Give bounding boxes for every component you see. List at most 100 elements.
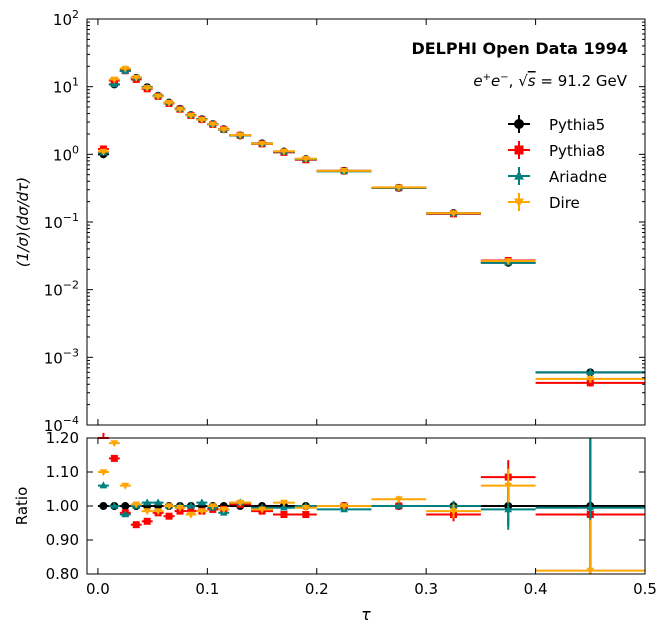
y-tick-label: 10−4	[44, 414, 79, 435]
main-plot-frame	[86, 18, 646, 426]
x-tick-label: 0.3	[414, 580, 438, 598]
y-tick-label: 10−3	[44, 346, 79, 367]
y-tick-label: 100	[53, 143, 79, 164]
point-ariadne-1	[108, 501, 120, 509]
point-dire-5	[152, 93, 164, 101]
x-tick-label: 0.0	[86, 580, 110, 598]
y-tick-label: 10−2	[44, 279, 79, 300]
legend-marker	[514, 170, 524, 180]
marker-triangle-down	[280, 499, 288, 507]
legend-label: Ariadne	[549, 168, 607, 186]
marker-triangle-down	[132, 74, 141, 82]
marker-triangle	[586, 503, 595, 511]
marker-triangle	[187, 501, 195, 509]
point-dire-3	[130, 501, 142, 509]
series-dire	[97, 440, 645, 575]
point-dire-7	[174, 504, 186, 512]
point-dire-10	[207, 121, 219, 129]
point-dire-18	[426, 210, 481, 218]
marker-triangle-down	[258, 506, 266, 514]
marker-square	[143, 517, 151, 525]
point-pythia8-1	[108, 454, 120, 462]
point-dire-14	[273, 148, 295, 156]
marker-square	[187, 507, 195, 515]
point-dire-16	[316, 503, 372, 511]
point-ariadne-20	[535, 368, 645, 376]
y-tick-exponent: −4	[63, 414, 79, 427]
point-pythia8-15	[294, 511, 317, 518]
marker-triangle-down	[165, 99, 173, 107]
marker-triangle-down	[504, 482, 513, 490]
point-dire-12	[229, 132, 252, 140]
point-dire-17	[371, 495, 427, 504]
annotation-minus: −	[500, 72, 508, 83]
ratio-y-axis-label: Ratio	[13, 487, 31, 526]
point-dire-13	[251, 140, 273, 148]
annotation-root: √	[518, 72, 528, 90]
point-ariadne-1	[108, 80, 120, 88]
marker-triangle-down	[110, 440, 119, 448]
marker-triangle	[198, 498, 206, 506]
marker-triangle	[504, 505, 513, 513]
point-dire-3	[130, 74, 142, 82]
ratio-y-tick-label: 0.90	[46, 531, 79, 549]
marker-triangle	[110, 80, 119, 88]
x-tick-label: 0.2	[305, 580, 329, 598]
annotation-e2: e	[491, 72, 500, 90]
main-y-axis-label: (1/σ)(dσ/dτ)	[14, 177, 32, 267]
marker-triangle-down	[121, 482, 130, 490]
marker-triangle-down	[394, 496, 403, 504]
series-dire	[97, 65, 645, 384]
legend-label: Dire	[549, 194, 580, 212]
annotation-title: DELPHI Open Data 1994	[411, 39, 628, 58]
legend: Pythia5 Pythia8 Ariadne Dire	[508, 115, 607, 212]
point-dire-20	[535, 375, 645, 384]
marker-triangle-down	[219, 126, 228, 134]
annotation-collision: e+e−, √s = 91.2 GeV	[473, 72, 627, 90]
x-tick-label: 0.1	[195, 580, 219, 598]
point-pythia8-3	[130, 521, 142, 529]
ratio-y-tick-label: 1.10	[46, 463, 79, 481]
y-tick-label: 10−1	[44, 211, 79, 232]
point-dire-5	[152, 508, 164, 516]
marker-triangle-down	[187, 511, 195, 519]
marker-triangle-down	[394, 184, 403, 192]
marker-triangle-down	[280, 148, 288, 156]
x-tick-label: 0.4	[524, 580, 548, 598]
point-dire-11	[218, 506, 230, 514]
point-dire-19	[480, 468, 536, 503]
marker-triangle	[121, 510, 130, 518]
point-dire-13	[251, 506, 273, 514]
marker-triangle	[280, 503, 288, 511]
legend-entry-ariadne: Ariadne	[508, 167, 607, 186]
marker-triangle-down	[258, 140, 266, 148]
marker-triangle-down	[198, 508, 206, 516]
x-axis-label: τ	[361, 605, 371, 624]
marker-triangle-down	[99, 469, 108, 477]
marker-triangle-down	[208, 121, 217, 129]
marker-triangle-down	[121, 65, 130, 73]
y-tick-base: 10	[44, 282, 63, 300]
legend-entry-pythia5: Pythia5	[508, 115, 605, 134]
ratio-data-marks	[97, 432, 645, 575]
marker-triangle-down	[208, 503, 217, 511]
marker-triangle	[586, 368, 595, 376]
y-tick-label: 101	[53, 76, 79, 97]
y-tick-exponent: 1	[72, 76, 79, 89]
y-tick-base: 10	[53, 146, 72, 164]
point-dire-8	[185, 112, 197, 120]
point-dire-10	[207, 503, 219, 511]
marker-triangle-down	[198, 116, 206, 124]
annotation-plus: +	[483, 72, 491, 83]
annotation-energy: = 91.2 GeV	[536, 72, 628, 90]
point-dire-15	[294, 155, 317, 163]
ratio-panel: 0.80 0.90 1.00 1.10 1.20 0.0 0.1 0.2 0.3 0.4 0.5 R…	[13, 429, 657, 624]
point-ariadne-8	[185, 501, 197, 509]
marker-triangle-down	[449, 210, 458, 218]
marker-circle	[99, 502, 108, 510]
ratio-y-tick-label: 1.20	[46, 429, 79, 447]
marker-triangle-down	[165, 503, 173, 511]
marker-triangle	[110, 501, 119, 509]
ratio-axes: 0.80 0.90 1.00 1.10 1.20 0.0 0.1 0.2 0.3 0.4 0.5	[46, 429, 657, 598]
